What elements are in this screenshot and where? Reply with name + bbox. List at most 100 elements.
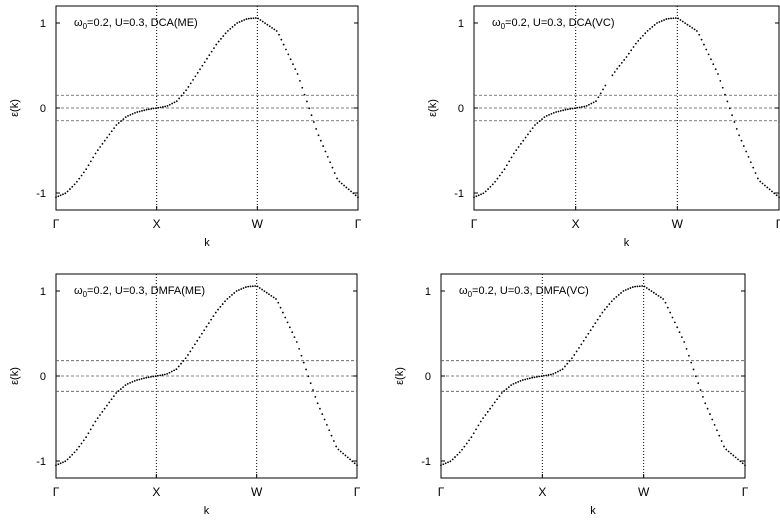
data-point — [208, 54, 211, 57]
data-point — [106, 404, 108, 407]
data-point — [468, 439, 470, 442]
data-point — [461, 448, 463, 451]
data-point — [96, 149, 99, 152]
data-point — [771, 190, 773, 193]
data-point — [447, 461, 449, 464]
data-point — [316, 402, 319, 405]
panel-title-rest: =0.2, U=0.3, DMFA(VC) — [472, 285, 589, 297]
data-point — [296, 73, 299, 75]
data-point — [678, 331, 681, 334]
data-point — [178, 97, 181, 100]
data-point — [564, 108, 567, 111]
data-point — [706, 407, 709, 410]
data-point — [617, 294, 620, 296]
data-point — [526, 377, 529, 380]
data-point — [752, 166, 755, 169]
data-point — [122, 386, 125, 389]
data-point — [351, 460, 354, 463]
data-point — [764, 184, 766, 187]
data-point — [171, 102, 174, 105]
data-point — [652, 291, 655, 294]
data-point — [611, 74, 614, 77]
data-point — [761, 182, 764, 185]
data-point — [210, 318, 213, 321]
data-point — [203, 61, 206, 64]
data-point — [219, 305, 222, 308]
x-tick-label: W — [638, 485, 650, 499]
data-point — [669, 311, 672, 314]
data-point — [108, 133, 111, 136]
data-point — [319, 139, 322, 142]
data-point — [545, 114, 548, 117]
data-point — [354, 194, 357, 197]
y-axis-label: ε(k) — [9, 367, 21, 385]
data-point — [275, 30, 278, 32]
data-point — [673, 321, 676, 324]
data-point — [606, 305, 608, 308]
data-point — [129, 381, 131, 384]
data-point — [268, 293, 270, 296]
data-point — [473, 196, 475, 199]
data-point — [201, 64, 204, 67]
data-point — [293, 336, 296, 338]
data-point — [305, 368, 307, 371]
data-point — [214, 311, 217, 314]
data-point — [735, 128, 738, 130]
data-point — [692, 368, 695, 371]
data-point — [581, 106, 583, 108]
data-point — [634, 285, 636, 288]
data-point — [501, 171, 504, 174]
data-point — [282, 311, 284, 314]
data-point — [548, 113, 550, 116]
data-point — [66, 458, 69, 461]
data-point — [655, 293, 658, 296]
data-point — [212, 315, 215, 318]
data-point — [75, 448, 78, 451]
data-point — [618, 64, 621, 67]
data-point — [299, 79, 301, 82]
data-point — [552, 112, 555, 114]
data-point — [742, 145, 745, 147]
panel-title-rest: =0.2, U=0.3, DCA(ME) — [87, 17, 198, 29]
data-point — [180, 94, 183, 97]
data-point — [545, 374, 548, 377]
data-point — [129, 113, 132, 116]
data-point — [484, 414, 487, 416]
data-point — [194, 343, 196, 346]
data-point — [533, 376, 536, 379]
data-point — [259, 19, 262, 21]
panel-title-subscript: 0 — [468, 290, 473, 299]
data-point — [756, 177, 759, 180]
data-point — [126, 382, 129, 385]
data-point — [280, 38, 283, 41]
data-point — [159, 374, 162, 377]
data-point — [256, 285, 259, 288]
data-point — [173, 369, 175, 372]
data-point — [698, 33, 701, 36]
data-point — [357, 196, 359, 199]
x-axis-label: k — [590, 505, 596, 517]
data-point — [615, 295, 618, 298]
data-point — [124, 116, 127, 119]
data-point — [340, 182, 343, 185]
data-points — [55, 17, 359, 199]
data-point — [585, 336, 587, 339]
data-point — [192, 78, 194, 81]
data-point — [583, 105, 586, 108]
data-point — [314, 396, 317, 398]
data-point — [561, 368, 564, 371]
data-point — [597, 96, 600, 99]
data-point — [161, 374, 164, 376]
data-point — [505, 164, 508, 167]
data-point — [531, 127, 534, 130]
data-point — [498, 395, 501, 398]
data-point — [686, 23, 689, 26]
y-axis-label: ε(k) — [427, 99, 439, 117]
data-point — [282, 43, 285, 46]
data-point — [475, 428, 477, 431]
data-point — [115, 124, 118, 126]
data-point — [620, 61, 623, 64]
data-point — [59, 194, 62, 197]
